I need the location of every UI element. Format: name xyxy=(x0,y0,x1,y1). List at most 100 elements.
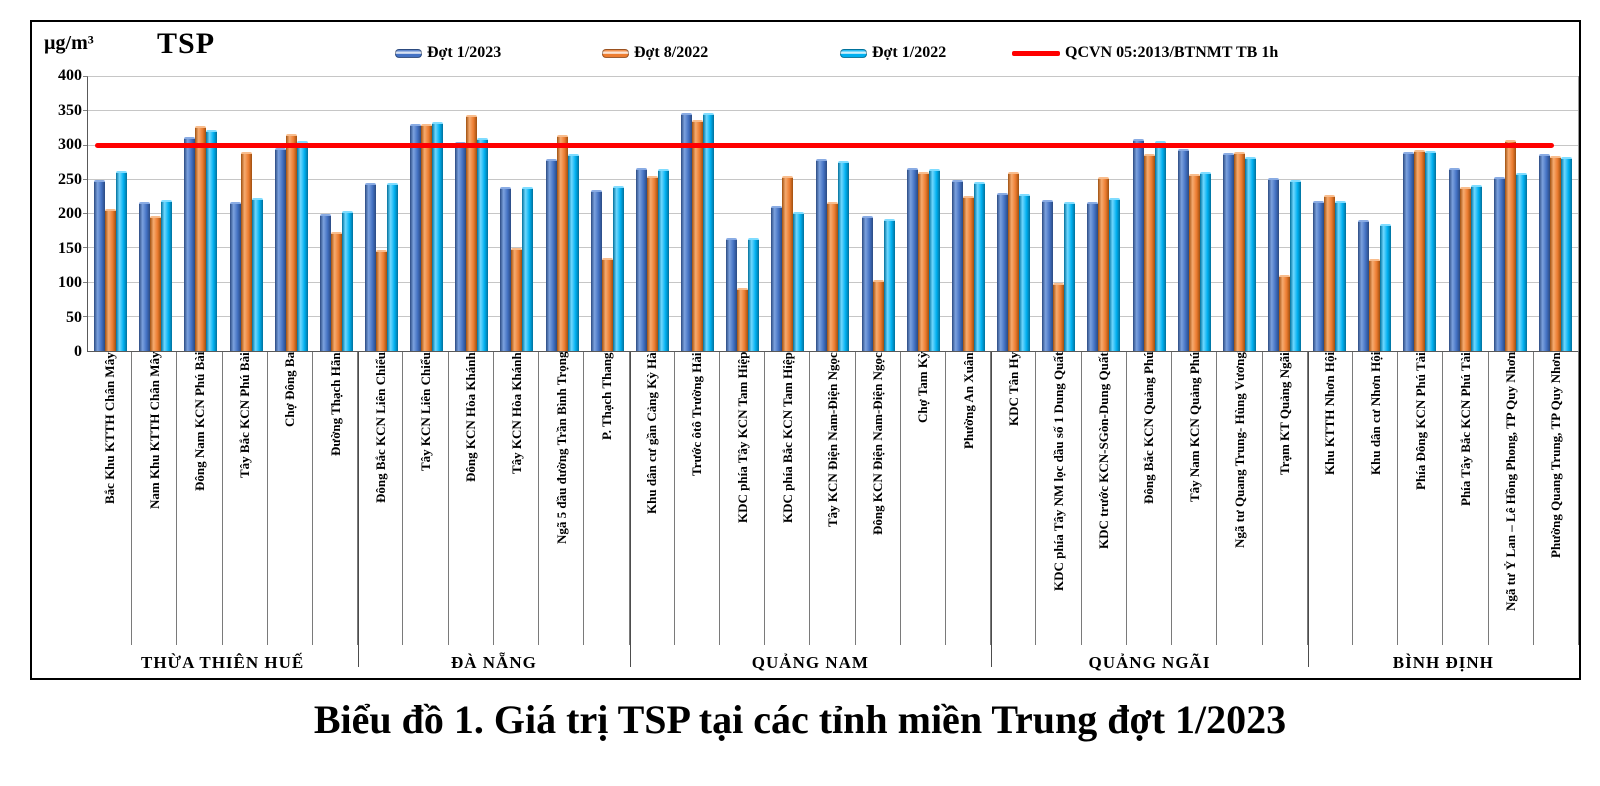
legend-item-dot8-2022: Đợt 8/2022 xyxy=(602,44,708,62)
bar-group-19 xyxy=(901,77,946,351)
bar-group-20 xyxy=(946,77,991,351)
legend-label: Đợt 8/2022 xyxy=(634,44,709,61)
x-axis-label: Phường Quang Trung, TP Quy Nhơn xyxy=(1548,352,1564,558)
y-tick-mark xyxy=(83,110,87,112)
x-label-cell: Ngã 5 đầu đường Trần Bình Trọng xyxy=(539,352,585,645)
bar-Đợt-1/2022 xyxy=(703,113,715,351)
bar-Đợt-1/2022 xyxy=(1560,157,1572,351)
x-label-cell: Khu dân cư Nhơn Hội xyxy=(1353,352,1399,645)
bar-Đợt-8/2022 xyxy=(962,196,974,351)
y-tick-mark xyxy=(83,281,87,283)
bar-Đợt-8/2022 xyxy=(1188,174,1200,351)
y-axis-tick-label: 150 xyxy=(58,239,82,257)
x-label-cell: Đông Nam KCN Phú Bài xyxy=(177,352,223,645)
y-axis-tick-label: 100 xyxy=(58,274,82,291)
x-axis-label: Tây Nam KCN Quảng Phú xyxy=(1186,352,1202,503)
bar-Đợt-1/2023 xyxy=(997,193,1009,351)
bar-Đợt-1/2023 xyxy=(861,216,873,351)
bar-Đợt-1/2023 xyxy=(1177,148,1189,351)
x-axis-label: KDC phía Tây KCN Tam Hiệp xyxy=(734,352,750,524)
y-axis-tick-label: 0 xyxy=(74,343,82,360)
bar-Đợt-8/2022 xyxy=(737,287,749,351)
bar-Đợt-8/2022 xyxy=(375,249,387,351)
province-label: QUẢNG NGÃI xyxy=(1088,652,1211,672)
x-axis-label: Đông Bắc KCN Liên Chiểu xyxy=(372,352,388,503)
bar-group-32 xyxy=(1488,77,1533,351)
x-axis-label: Khu KTTH Nhơn Hội xyxy=(1322,352,1338,476)
y-axis: 0 50 100 150 200 250 300 350 400 xyxy=(40,68,82,360)
bar-Đợt-8/2022 xyxy=(421,123,433,351)
bar-Đợt-1/2022 xyxy=(883,218,895,351)
y-tick-mark xyxy=(83,144,87,146)
bar-Đợt-8/2022 xyxy=(1549,155,1561,351)
bar-Đợt-1/2022 xyxy=(1290,179,1301,351)
legend-swatch-icon xyxy=(602,48,629,58)
bar-group-10 xyxy=(494,77,539,351)
bar-Đợt-1/2023 xyxy=(274,147,286,351)
legend-swatch-icon xyxy=(395,48,422,58)
bar-Đợt-1/2023 xyxy=(1042,199,1054,351)
x-label-cell: Tây Nam KCN Quảng Phú xyxy=(1172,352,1218,645)
bar-Đợt-8/2022 xyxy=(692,120,704,351)
bar-group-14 xyxy=(675,77,720,351)
x-label-cell: Tây Bắc KCN Phú Bài xyxy=(223,352,268,645)
bar-Đợt-1/2022 xyxy=(612,185,624,351)
bar-Đợt-1/2023 xyxy=(1222,153,1234,351)
x-axis-label: KDC Tân Hy xyxy=(1005,352,1021,427)
bar-group-25 xyxy=(1172,77,1217,351)
x-axis-label: P. Thạch Thang xyxy=(598,352,614,440)
chart-caption: Biểu đồ 1. Giá trị TSP tại các tỉnh miền… xyxy=(313,697,1287,742)
bar-Đợt-1/2023 xyxy=(410,124,422,351)
x-axis-label: Tây KCN Liên Chiểu xyxy=(418,352,434,471)
bar-Đợt-8/2022 xyxy=(1053,282,1065,351)
bar-Đợt-8/2022 xyxy=(1459,186,1471,351)
bar-Đợt-1/2023 xyxy=(590,190,602,351)
bar-Đợt-1/2023 xyxy=(681,113,693,351)
province-separator xyxy=(991,352,993,667)
x-axis-label: Phường An Xuân xyxy=(960,352,976,449)
bar-Đợt-8/2022 xyxy=(646,176,658,351)
x-axis-label: Ngã tư Ỷ Lan – Lê Hồng Phong, TP Quy Nhơ… xyxy=(1503,352,1519,612)
bar-Đợt-8/2022 xyxy=(511,247,523,351)
bar-Đợt-1/2022 xyxy=(1154,140,1166,351)
bar-Đợt-1/2022 xyxy=(1380,223,1392,351)
x-axis-label: Đông KCN Hòa Khánh xyxy=(463,352,479,482)
bar-Đợt-1/2023 xyxy=(139,201,151,351)
bar-Đợt-8/2022 xyxy=(1143,153,1155,351)
province-label: QUẢNG NAM xyxy=(751,652,869,672)
y-tick-mark xyxy=(83,76,87,77)
bar-Đợt-1/2023 xyxy=(1448,168,1460,351)
y-axis-tick-label: 200 xyxy=(58,205,82,222)
bar-Đợt-8/2022 xyxy=(240,151,252,351)
x-label-cell: Chợ Tam Kỳ xyxy=(901,352,947,645)
y-tick-mark xyxy=(83,213,87,214)
bar-Đợt-8/2022 xyxy=(105,208,117,351)
bar-Đợt-8/2022 xyxy=(1504,140,1516,351)
x-label-cell: Khu KTTH Nhơn Hội xyxy=(1308,352,1353,645)
x-axis-label: Đông KCN Điện Nam-Điện Ngọc xyxy=(870,352,886,535)
legend-item-dot1-2022: Đợt 1/2022 xyxy=(840,44,946,62)
bar-Đợt-1/2023 xyxy=(771,206,783,351)
y-tick-mark xyxy=(83,247,87,249)
x-axis-label: Phía Tây Bắc KCN Phú Tài xyxy=(1457,352,1473,506)
x-axis-label: Bắc Khu KTTH Chân Mây xyxy=(101,352,117,504)
bar-Đợt-1/2023 xyxy=(1313,201,1325,351)
x-axis-station-labels: Bắc Khu KTTH Chân Mây Nam Khu KTTH Chân M… xyxy=(87,352,1579,645)
bar-Đợt-1/2023 xyxy=(319,214,331,351)
bar-Đợt-8/2022 xyxy=(782,176,794,351)
bar-group-26 xyxy=(1217,77,1262,351)
bar-Đợt-1/2023 xyxy=(726,237,738,351)
gridline xyxy=(88,110,1578,112)
gridline xyxy=(88,178,1578,180)
x-axis-label: Chợ Đông Ba xyxy=(282,352,298,428)
gridline xyxy=(88,76,1578,77)
y-tick-mark xyxy=(83,315,87,317)
bar-Đợt-1/2023 xyxy=(1268,177,1279,351)
bar-Đợt-1/2022 xyxy=(161,200,173,351)
bar-Đợt-8/2022 xyxy=(285,133,297,351)
x-label-cell: Bắc Khu KTTH Chân Mây xyxy=(87,352,133,645)
bar-Đợt-8/2022 xyxy=(1008,172,1020,351)
bar-group-1 xyxy=(88,77,133,351)
bar-Đợt-1/2023 xyxy=(1493,177,1505,351)
province-separator xyxy=(1307,352,1309,667)
